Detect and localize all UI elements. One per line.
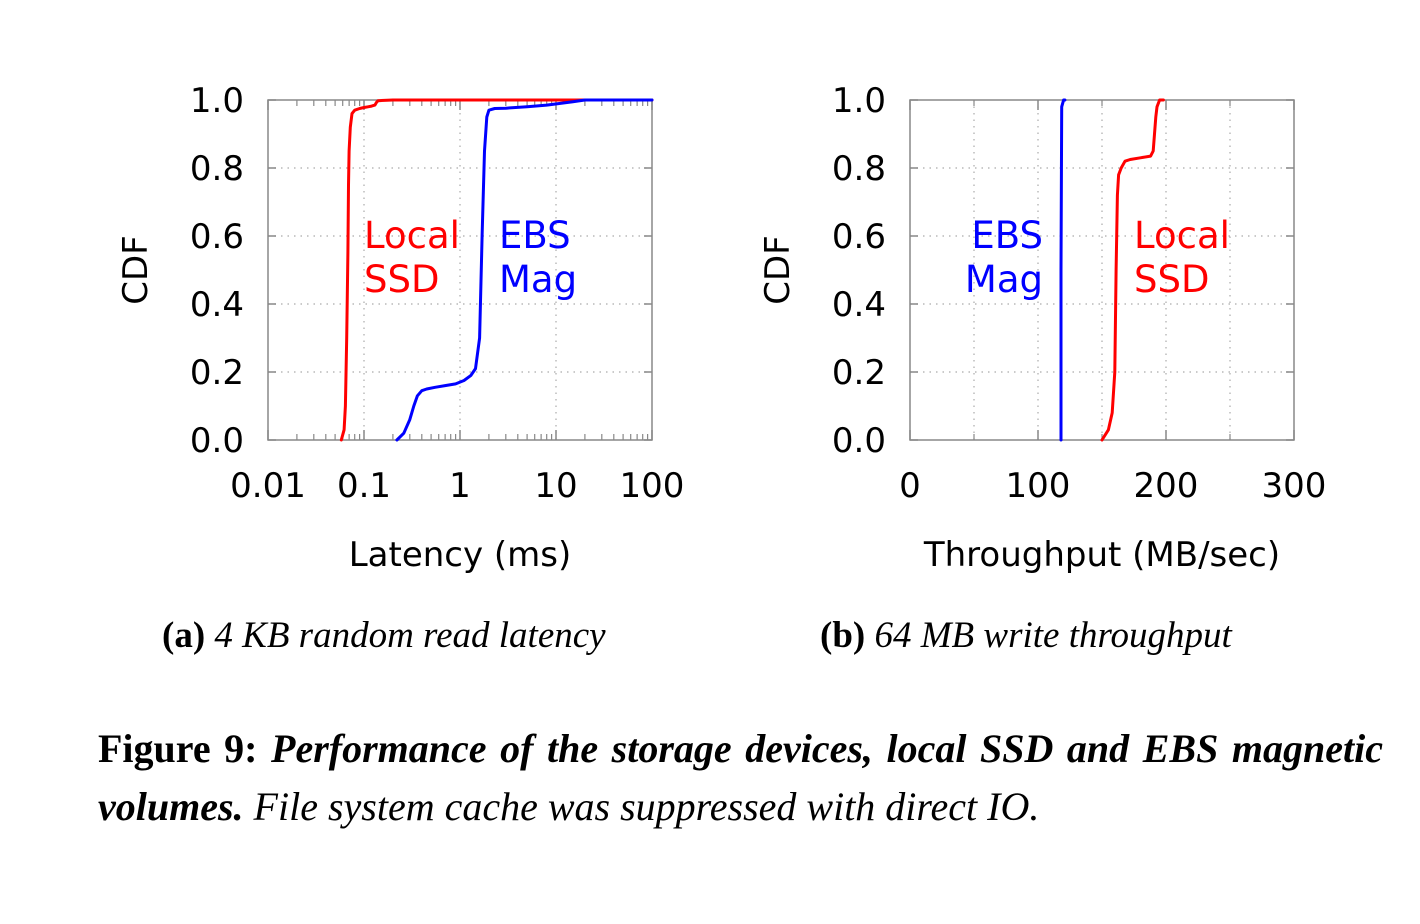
y-tick-label: 0.4	[832, 285, 886, 325]
series-line-local-ssd	[339, 98, 654, 442]
figure-label: Figure 9:	[98, 726, 258, 771]
x-tick-label: 0.01	[230, 466, 306, 506]
series-label-local-ssd: SSD	[364, 258, 439, 301]
series-label-ebs-mag: Mag	[499, 258, 577, 301]
chart-a-latency-cdf: 0.0 0.2 0.4 0.6 0.8 1.0 0.01 0.1 1 10 100 Latency (…	[116, 81, 684, 575]
subcaption-b-text: 64 MB write throughput	[874, 615, 1232, 656]
figure-title: Performance of the storage devices, loca…	[98, 726, 1383, 829]
y-axis-label: CDF	[758, 235, 798, 304]
chart-b-throughput-cdf: 0.0 0.2 0.4 0.6 0.8 1.0 0 100 200 300 Throughput (…	[758, 81, 1326, 575]
subcaption-a: (a) 4 KB random read latency	[162, 614, 606, 657]
y-tick-label: 0.8	[190, 149, 244, 189]
subcaption-a-text: 4 KB random read latency	[214, 615, 606, 656]
y-tick-label: 1.0	[190, 81, 244, 121]
y-tick-label: 0.8	[832, 149, 886, 189]
subcaption-b-label: (b)	[820, 615, 866, 656]
y-tick-label: 0.6	[832, 217, 886, 257]
series-label-local-ssd: Local	[364, 214, 460, 257]
subcaption-a-label: (a)	[162, 615, 206, 656]
x-axis-label: Throughput (MB/sec)	[923, 535, 1280, 575]
x-axis-label: Latency (ms)	[349, 535, 572, 575]
x-tick-label: 100	[620, 466, 685, 506]
series-label-local-ssd: Local	[1134, 214, 1230, 257]
x-tick-label: 0.1	[337, 466, 391, 506]
x-tick-label: 300	[1262, 466, 1327, 506]
series-line-local-ssd	[1100, 98, 1165, 442]
x-tick-label: 100	[1006, 466, 1071, 506]
series-line-ebs-mag	[395, 98, 654, 442]
series-label-ebs-mag: Mag	[965, 258, 1043, 301]
x-tick-label: 0	[899, 466, 921, 506]
x-tick-label: 1	[449, 466, 471, 506]
y-tick-label: 1.0	[832, 81, 886, 121]
series-label-ebs-mag: EBS	[499, 214, 571, 257]
figure-caption: Figure 9: Performance of the storage dev…	[98, 720, 1383, 836]
y-tick-label: 0.0	[190, 421, 244, 461]
y-tick-label: 0.2	[190, 353, 244, 393]
y-axis-label: CDF	[116, 235, 156, 304]
y-tick-label: 0.6	[190, 217, 244, 257]
series-label-local-ssd: SSD	[1134, 258, 1209, 301]
subcaption-b: (b) 64 MB write throughput	[820, 614, 1232, 657]
series-label-ebs-mag: EBS	[971, 214, 1043, 257]
figure-caption-text: File system cache was suppressed with di…	[253, 784, 1040, 829]
y-tick-label: 0.4	[190, 285, 244, 325]
y-tick-label: 0.0	[832, 421, 886, 461]
x-tick-label: 10	[534, 466, 577, 506]
x-tick-label: 200	[1134, 466, 1199, 506]
series-line-ebs-mag	[1059, 98, 1067, 442]
y-tick-label: 0.2	[832, 353, 886, 393]
